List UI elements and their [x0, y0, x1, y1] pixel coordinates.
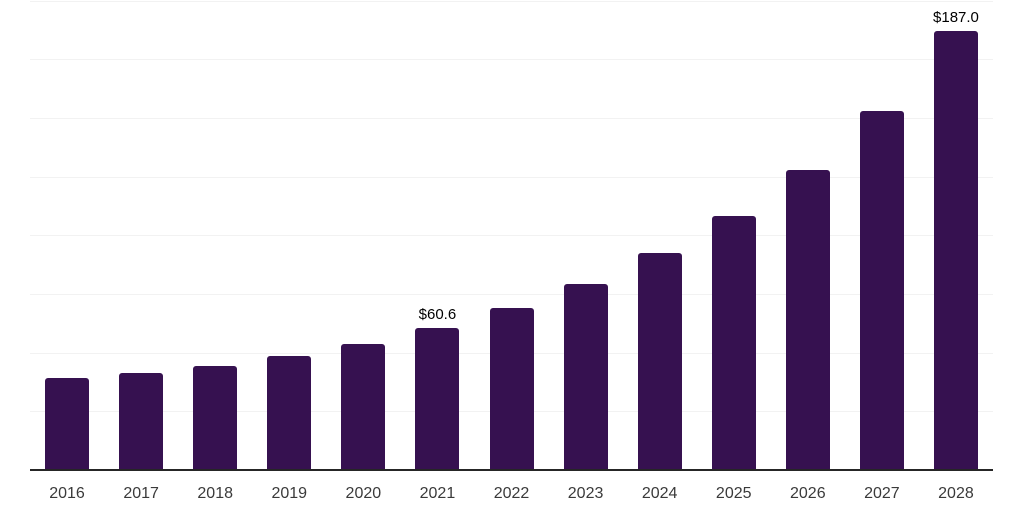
x-tick-label-2024: 2024: [641, 485, 678, 502]
bar-2016: [45, 377, 90, 470]
gridline: [30, 293, 993, 295]
x-tick-label-2017: 2017: [123, 485, 159, 502]
bar-2017: [119, 373, 164, 470]
x-tick-label-2021: 2021: [419, 485, 456, 502]
x-tick-label-2018: 2018: [197, 485, 233, 502]
x-tick-label-2026: 2026: [790, 485, 826, 502]
bar-2023: [563, 284, 608, 470]
bar-value-label-2028: $187.0: [933, 9, 979, 27]
bar-value-label-2021: $60.6: [418, 305, 457, 323]
x-tick-label-2023: 2023: [567, 485, 604, 502]
bar-2024: [637, 252, 682, 470]
gridline: [30, 0, 993, 2]
x-tick-label-2028: 2028: [938, 485, 974, 502]
bar-2027: [859, 111, 904, 470]
x-tick-label-2025: 2025: [715, 485, 752, 502]
x-tick-label-2027: 2027: [864, 485, 900, 502]
x-tick-label-2022: 2022: [493, 485, 530, 502]
x-tick-label-2019: 2019: [271, 485, 308, 502]
gridline: [30, 176, 993, 178]
gridline: [30, 235, 993, 237]
bar-2022: [489, 307, 534, 470]
gridline: [30, 117, 993, 119]
bar-2018: [193, 365, 238, 470]
bar-2021: [415, 327, 460, 470]
bar-2025: [711, 216, 756, 470]
gridline: [30, 59, 993, 61]
bar-2020: [341, 344, 386, 470]
x-tick-label-2020: 2020: [345, 485, 382, 502]
x-tick-label-2016: 2016: [49, 485, 85, 502]
bar-2028: [933, 31, 978, 470]
bar-2019: [267, 356, 312, 470]
x-axis-line: [30, 469, 993, 471]
bar-2026: [785, 169, 830, 470]
